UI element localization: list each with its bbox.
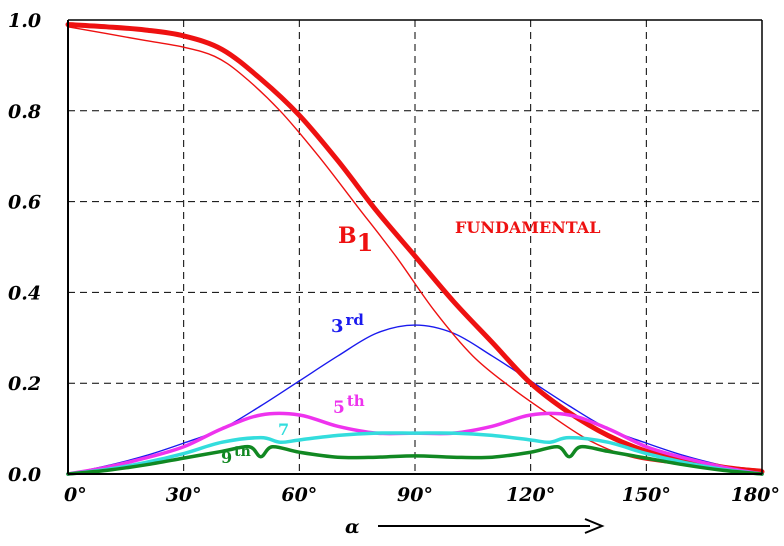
x-tick-label: 60°: [281, 484, 317, 506]
series-label-7th: 7: [278, 420, 289, 439]
x-tick-label: 150°: [622, 484, 671, 506]
y-tick-label: 0.2: [8, 373, 41, 395]
tick-labels: 0.0 0.2 0.4 0.6 0.8 1.0 0° 30° 60° 90° 120° 150° 180…: [8, 10, 780, 506]
series-line-0: [65, 22, 765, 475]
grid: [68, 20, 762, 474]
series-labels: B1 FUNDAMENTAL 3 rd 5 th 7 9 th: [221, 218, 600, 467]
y-tick-label: 0.6: [8, 192, 41, 214]
x-tick-label: 180°: [731, 484, 780, 506]
series-label-fundamental: FUNDAMENTAL: [455, 218, 600, 237]
axes: [67, 19, 763, 475]
y-tick-label: 0.4: [8, 282, 41, 304]
series-label-b1: B1: [338, 223, 373, 257]
x-axis-label: α: [345, 516, 360, 538]
x-tick-label: 30°: [166, 484, 202, 506]
series-line-2: [67, 324, 763, 475]
x-axis-arrow: [378, 518, 605, 534]
series-layer: [65, 22, 765, 476]
y-tick-label: 0.8: [8, 101, 41, 123]
y-tick-label: 1.0: [8, 10, 41, 32]
series-line-5: [66, 444, 764, 476]
x-tick-label: 0°: [64, 484, 87, 506]
x-tick-label: 90°: [397, 484, 433, 506]
series-line-4: [66, 431, 764, 476]
y-tick-label: 0.0: [8, 464, 41, 486]
x-tick-label: 120°: [506, 484, 555, 506]
